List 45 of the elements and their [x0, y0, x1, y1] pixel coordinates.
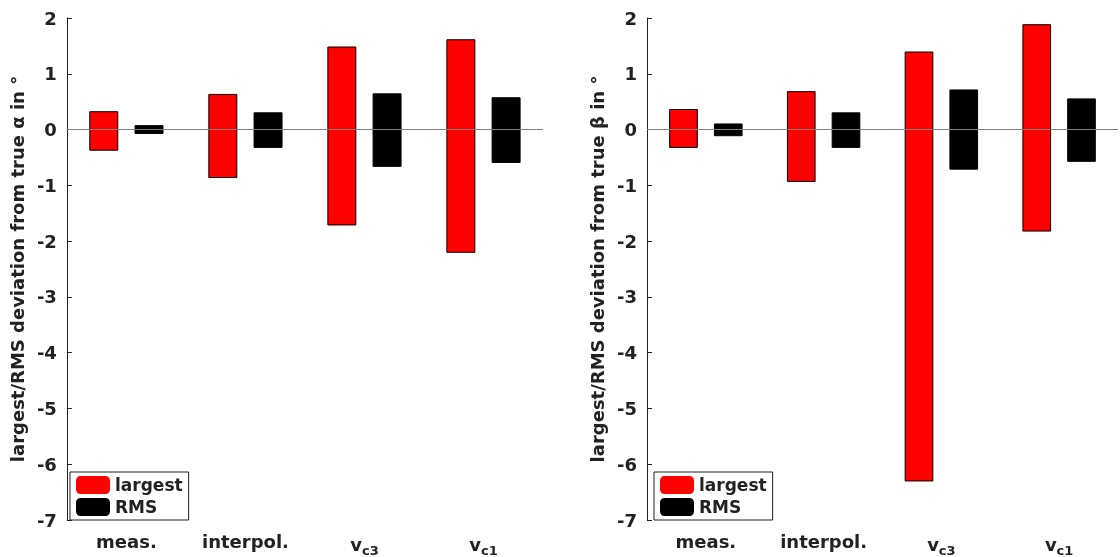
bar — [491, 97, 521, 163]
bar — [327, 46, 357, 226]
y-tick-label: -1 — [36, 174, 57, 196]
bar — [372, 93, 402, 167]
bar — [1067, 98, 1096, 162]
y-tick-label: -1 — [617, 174, 637, 196]
y-tick-label: -7 — [36, 509, 57, 531]
y-tick-label: 1 — [624, 63, 637, 85]
x-tick-label: interpol. — [780, 530, 868, 552]
y-tick-label: -7 — [617, 509, 637, 531]
y-tick-label: 0 — [624, 119, 637, 141]
bar — [713, 123, 743, 137]
legend-label: RMS — [115, 497, 158, 517]
bar — [949, 89, 979, 170]
x-tick-label: meas. — [675, 530, 737, 552]
y-tick-label: -4 — [36, 342, 57, 364]
legend-label: largest — [115, 475, 183, 495]
y-tick-label: -5 — [36, 397, 57, 419]
bar — [669, 108, 698, 148]
y-tick-label: -2 — [36, 230, 57, 252]
y-tick-label: 1 — [44, 63, 57, 85]
x-tick-label: interpol. — [201, 530, 289, 552]
bar — [1022, 24, 1052, 232]
y-tick-label: -3 — [36, 286, 57, 308]
legend-label: RMS — [699, 497, 742, 517]
y-tick-label: -2 — [617, 230, 637, 252]
y-tick-label: 2 — [624, 7, 637, 29]
y-tick-label: -6 — [36, 453, 57, 475]
bar — [786, 91, 816, 182]
y-axis-title: largest/RMS deviation from true α in ° — [6, 75, 28, 463]
y-tick-label: -3 — [617, 286, 637, 308]
y-tick-label: 2 — [44, 7, 57, 29]
bar — [89, 111, 119, 151]
y-tick-label: -5 — [617, 397, 637, 419]
legend-label: largest — [699, 475, 767, 495]
y-tick-label: -6 — [617, 453, 637, 475]
bar — [208, 93, 238, 179]
y-tick-label: 0 — [44, 119, 57, 141]
bar — [253, 112, 283, 148]
bar — [446, 39, 476, 253]
y-tick-label: -4 — [617, 342, 637, 364]
x-tick-label: meas. — [96, 530, 157, 552]
bar — [831, 112, 861, 148]
bar — [904, 51, 934, 482]
y-axis-title: largest/RMS deviation from true β in ° — [586, 75, 608, 463]
